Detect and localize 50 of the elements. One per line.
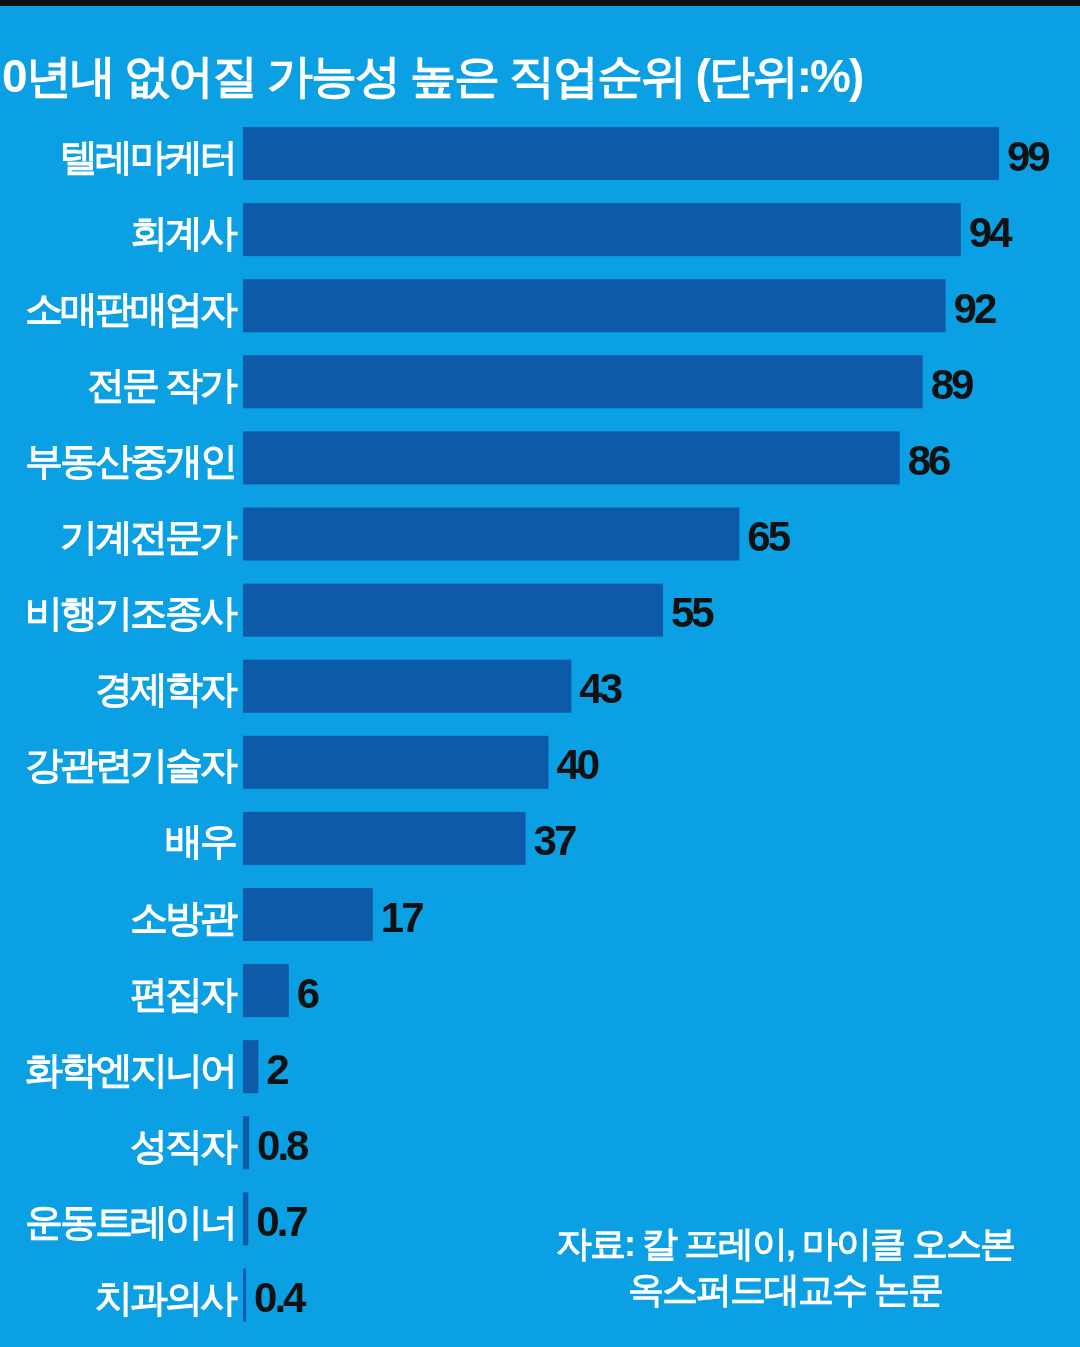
bar <box>243 203 961 257</box>
y-tick-label: 배우 <box>165 820 236 863</box>
bar <box>243 1192 249 1246</box>
y-tick-label: 성직자 <box>130 1124 238 1167</box>
data-label: 37 <box>533 817 576 865</box>
bar <box>243 127 999 180</box>
y-tick-label: 화학엔지니어 <box>25 1048 235 1091</box>
data-label: 40 <box>556 741 599 789</box>
y-tick-label: 전문 작가 <box>87 363 238 406</box>
data-label: 99 <box>1007 132 1050 180</box>
data-label: 94 <box>968 208 1014 256</box>
data-label: 92 <box>953 284 996 332</box>
bar <box>243 735 549 789</box>
y-tick-label: 기계전문가 <box>60 516 238 558</box>
bar <box>243 583 663 637</box>
y-tick-label: 소방관 <box>130 896 238 939</box>
y-tick-label: 회계사 <box>130 211 238 254</box>
y-tick-label: 운동트레이너 <box>25 1200 235 1243</box>
bar <box>243 1116 250 1170</box>
data-label: 6 <box>296 969 319 1017</box>
data-label: 0.7 <box>256 1197 308 1245</box>
bar <box>243 431 900 485</box>
data-label: 65 <box>747 513 791 560</box>
data-label: 89 <box>930 360 973 408</box>
bar <box>243 1268 247 1322</box>
bar <box>243 355 923 409</box>
y-tick-label: 편집자 <box>130 972 238 1015</box>
data-label: 86 <box>907 436 951 484</box>
data-label: 17 <box>380 893 424 941</box>
y-tick-label: 비행기조종사 <box>25 592 238 635</box>
data-label: 0.8 <box>257 1121 310 1169</box>
data-label: 55 <box>671 589 715 637</box>
annotation: 자료: 칼 프레이, 마이클 오스본 옥스퍼드대교수 논문 <box>556 1223 1014 1310</box>
y-tick-label: 부동산중개인 <box>25 439 235 482</box>
data-label: 2 <box>266 1045 289 1093</box>
y-tick-label: 소매판매업자 <box>25 287 238 330</box>
bar <box>243 279 946 333</box>
chart-title: 0년내 없어질 가능성 높은 직업순위 (단위:%) <box>2 50 864 102</box>
bar <box>243 964 289 1018</box>
bar <box>243 659 572 713</box>
data-label: 0.4 <box>254 1274 308 1321</box>
y-tick-label: 경제학자 <box>95 668 238 711</box>
y-tick-label: 치과의사 <box>95 1277 238 1319</box>
bar <box>243 888 373 941</box>
y-tick-label: 텔레마케터 <box>60 135 235 178</box>
y-tick-label: 강관련기술자 <box>25 744 238 787</box>
bar <box>243 811 526 865</box>
bar <box>243 1040 259 1094</box>
data-label: 43 <box>579 665 622 713</box>
bar <box>243 507 740 561</box>
